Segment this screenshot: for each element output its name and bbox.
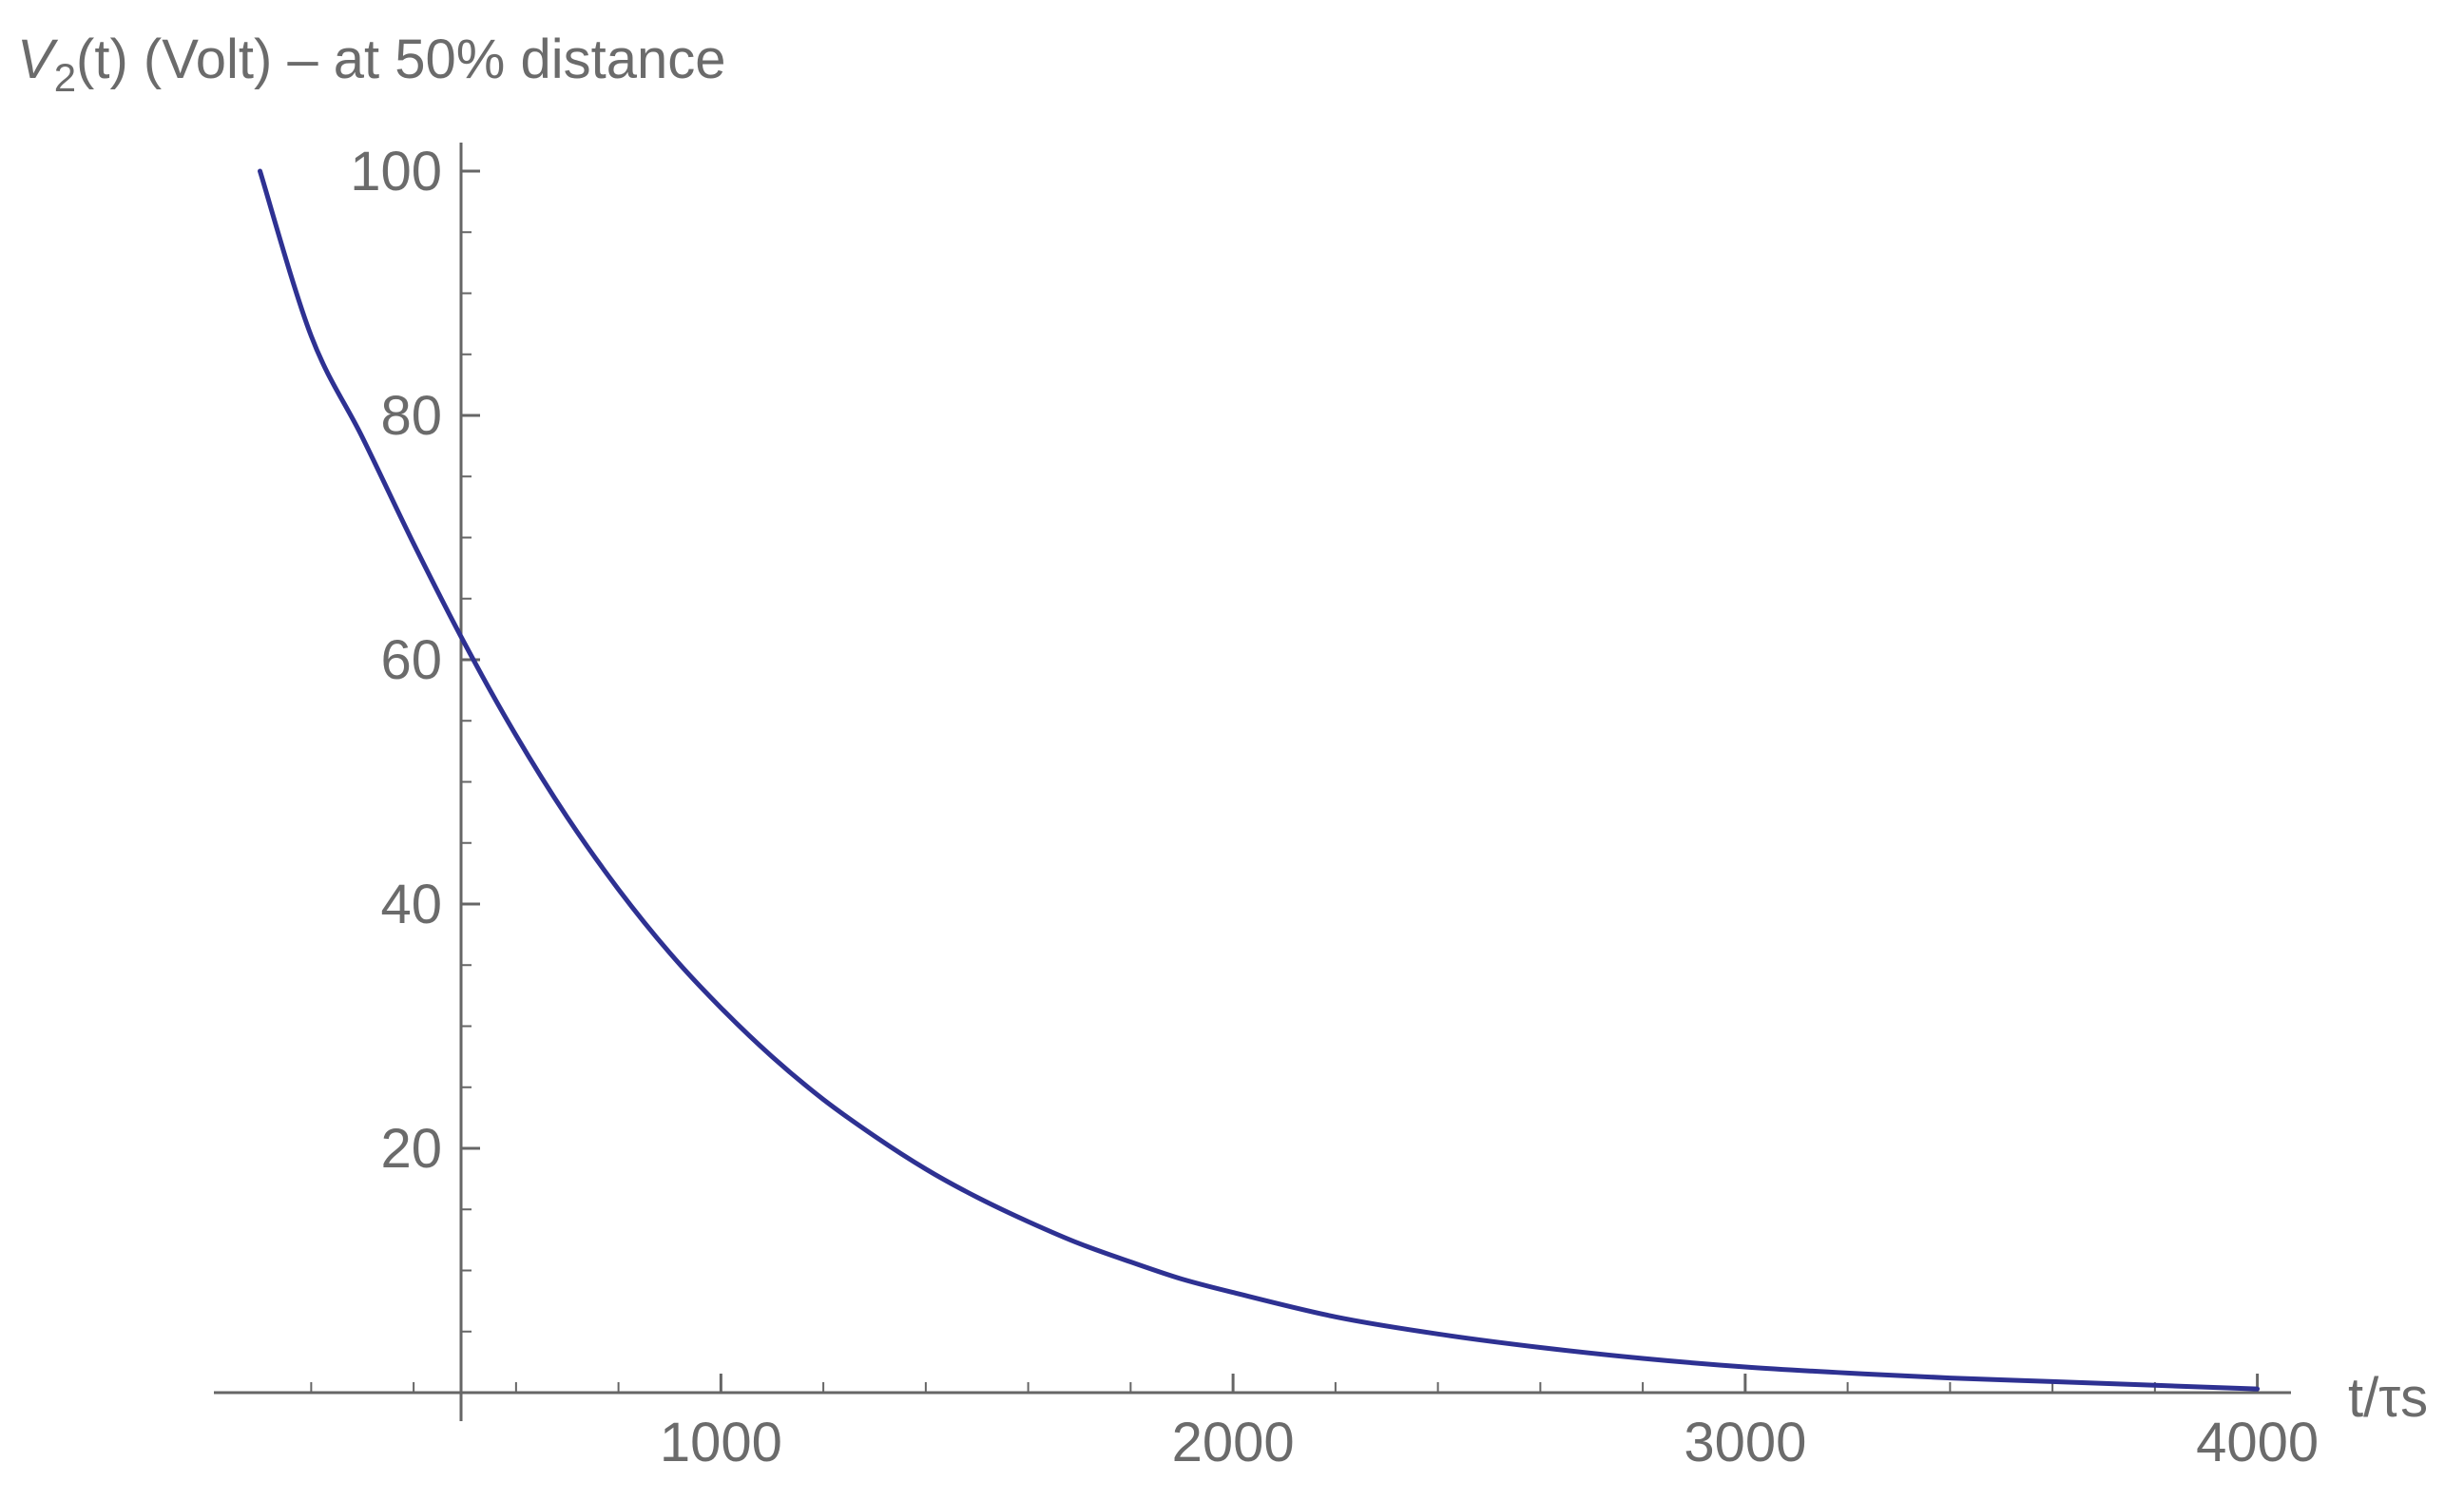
x-tick-label: 4000 [2196, 1412, 2319, 1473]
y-tick-label: 80 [380, 385, 442, 447]
y-axis-title-rest: (t) (Volt) – at 50% distance [76, 29, 725, 90]
y-tick-label: 60 [380, 629, 442, 691]
x-tick-label: 2000 [1172, 1412, 1295, 1473]
y-axis-title-base: V [17, 29, 59, 90]
axes [214, 143, 2291, 1421]
y-tick-label: 20 [380, 1118, 442, 1180]
y-tick-label: 40 [380, 874, 442, 935]
y-axis-title-subscript: 2 [54, 55, 76, 100]
series-line [258, 168, 2261, 1392]
labels: V2(t) (Volt) – at 50% distance t/τs 1000… [17, 29, 2428, 1473]
series [258, 168, 2261, 1392]
x-tick-label: 3000 [1684, 1412, 1806, 1473]
x-axis-title: t/τs [2348, 1367, 2428, 1429]
ticks [310, 169, 2260, 1393]
x-tick-label: 1000 [660, 1412, 782, 1473]
y-tick-label: 100 [350, 141, 442, 202]
y-axis-title: V2(t) (Volt) – at 50% distance [17, 29, 725, 100]
